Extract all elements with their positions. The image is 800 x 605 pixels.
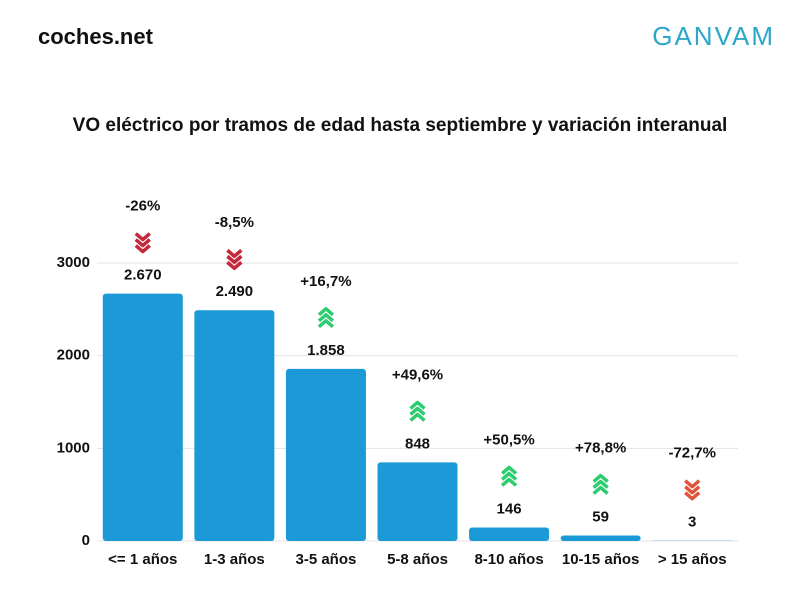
variation-label: -8,5% <box>215 214 254 231</box>
value-label: 146 <box>497 500 522 517</box>
x-tick-label: > 15 años <box>658 551 727 568</box>
y-tick-label: 2000 <box>57 347 90 364</box>
value-label: 848 <box>405 435 430 452</box>
x-tick-label: <= 1 años <box>108 551 177 568</box>
value-label: 2.670 <box>124 267 162 284</box>
bar <box>378 462 458 541</box>
variation-label: +78,8% <box>575 440 626 457</box>
y-tick-label: 0 <box>82 532 90 549</box>
x-tick-label: 10-15 años <box>562 551 640 568</box>
bar <box>561 536 641 541</box>
variation-label: +49,6% <box>392 366 443 383</box>
value-label: 59 <box>592 509 609 526</box>
x-tick-label: 3-5 años <box>295 551 356 568</box>
bar <box>103 294 183 541</box>
variation-label: +50,5% <box>483 431 534 448</box>
variation-label: +16,7% <box>300 273 351 290</box>
value-label: 1.858 <box>307 342 345 359</box>
y-tick-label: 3000 <box>57 254 90 271</box>
x-tick-label: 8-10 años <box>474 551 543 568</box>
logo-right: GANVAM <box>652 21 775 51</box>
value-label: 3 <box>688 514 696 531</box>
y-tick-label: 1000 <box>57 439 90 456</box>
x-tick-label: 5-8 años <box>387 551 448 568</box>
variation-label: -72,7% <box>668 445 716 462</box>
bar <box>286 369 366 541</box>
chart-title: VO eléctrico por tramos de edad hasta se… <box>73 115 728 136</box>
logo-left: coches.net <box>38 24 154 49</box>
bar <box>194 310 274 541</box>
bar <box>469 527 549 541</box>
variation-label: -26% <box>125 198 160 215</box>
value-label: 2.490 <box>216 283 254 300</box>
x-tick-label: 1-3 años <box>204 551 265 568</box>
